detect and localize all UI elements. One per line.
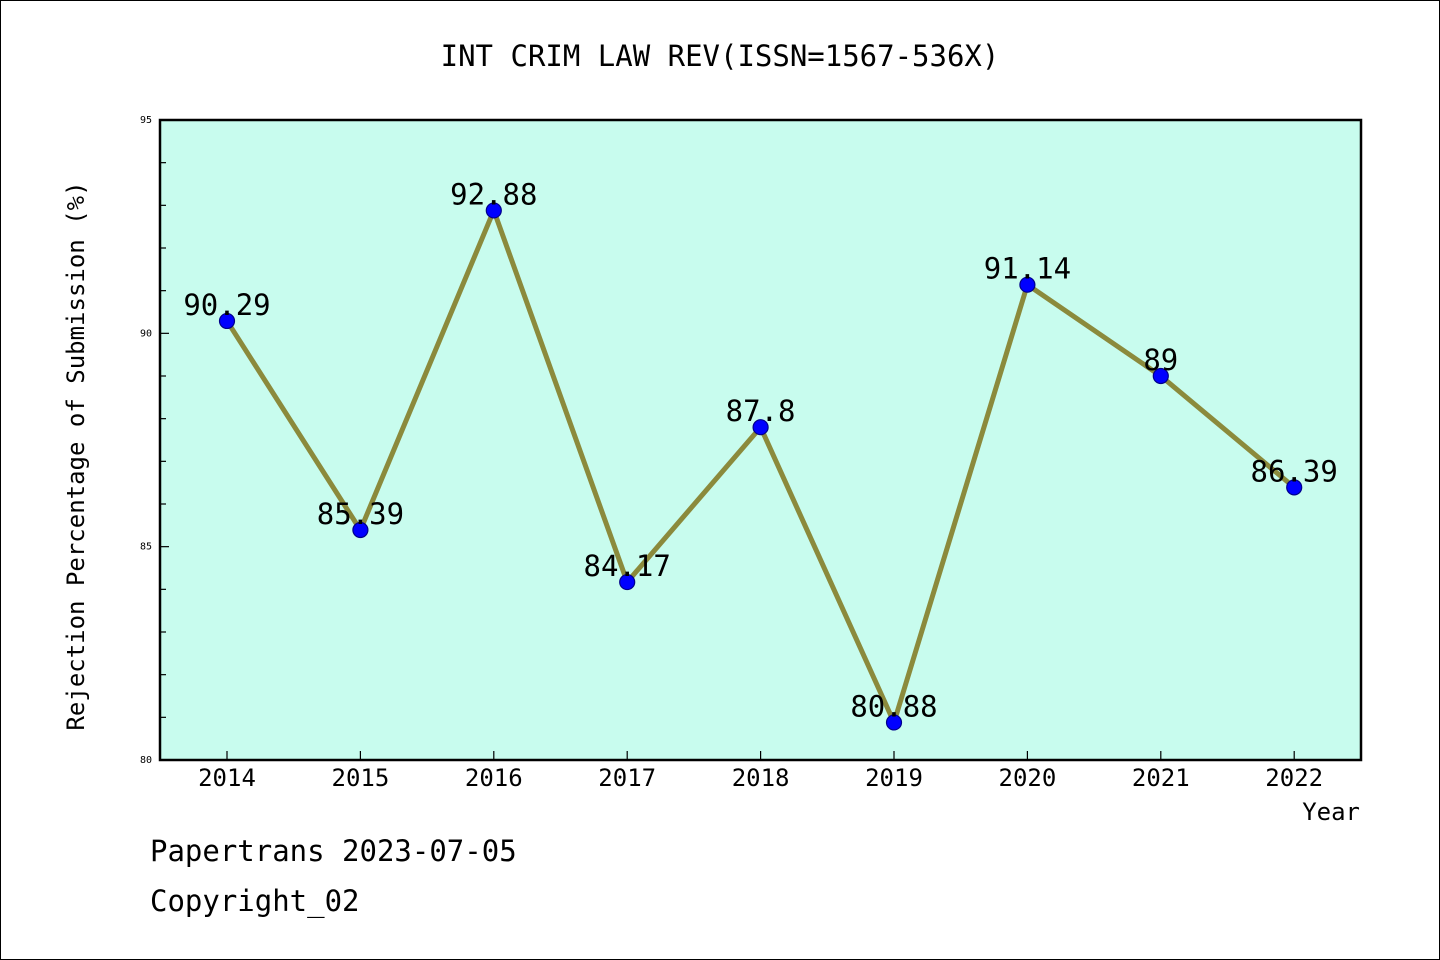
y-tick-label: 95 xyxy=(140,115,152,126)
x-tick-label: 2019 xyxy=(865,764,923,792)
data-label: 87.8 xyxy=(726,394,796,428)
y-tick-label: 80 xyxy=(140,755,152,766)
data-label: 86.39 xyxy=(1251,454,1338,488)
footer-copyright: Copyright_02 xyxy=(150,884,360,918)
data-point xyxy=(885,714,903,731)
data-point xyxy=(352,521,369,539)
data-point xyxy=(619,573,636,591)
data-label: 80.88 xyxy=(850,689,937,723)
data-label: 92.88 xyxy=(450,177,537,211)
data-label: 84.17 xyxy=(584,549,671,583)
y-axis-label: Rejection Percentage of Submission (%) xyxy=(62,181,90,730)
data-label: 90.29 xyxy=(183,288,270,322)
data-point xyxy=(1286,479,1303,496)
x-tick-label: 2016 xyxy=(465,764,523,792)
series-markers xyxy=(218,202,1303,731)
x-axis: 2014 2015 2016 2017 2018 2019 2020 2021 2022 xyxy=(198,751,1323,792)
x-tick-label: 2017 xyxy=(598,764,656,792)
x-tick-label: 2018 xyxy=(732,764,790,792)
x-axis-label: Year xyxy=(1302,798,1360,826)
x-tick-label: 2014 xyxy=(198,764,256,792)
x-tick-label: 2022 xyxy=(1265,764,1323,792)
chart-title: INT CRIM LAW REV(ISSN=1567-536X) xyxy=(441,39,1000,73)
data-label: 91.14 xyxy=(984,252,1071,286)
data-label: 85.39 xyxy=(317,497,404,531)
data-labels: 90.29 85.39 92.88 84.17 87.8 80.88 91.14 89 86.3… xyxy=(183,177,1338,723)
y-tick-label: 90 xyxy=(140,328,152,339)
y-tick-label: 85 xyxy=(140,542,152,553)
data-point xyxy=(485,202,502,219)
plot-area xyxy=(158,118,1363,762)
data-point xyxy=(1019,276,1036,293)
x-tick-label: 2015 xyxy=(332,764,390,792)
data-point xyxy=(218,312,236,330)
data-label: 89 xyxy=(1143,343,1178,377)
data-point xyxy=(1152,367,1169,385)
x-tick-label: 2021 xyxy=(1132,764,1190,792)
x-tick-label: 2020 xyxy=(999,764,1057,792)
data-point xyxy=(752,419,769,436)
y-axis: 80 85 90 95 xyxy=(140,115,169,766)
footer-papertrans: Papertrans 2023-07-05 xyxy=(150,834,517,868)
